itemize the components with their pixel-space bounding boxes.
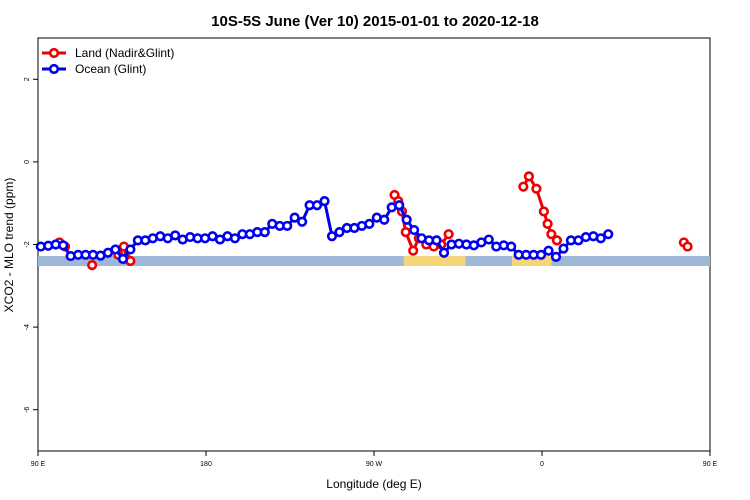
surface-segment-ocean xyxy=(38,256,404,267)
land-series-point xyxy=(682,241,693,252)
surface-type-bar xyxy=(38,256,710,267)
ocean-series-point xyxy=(506,241,517,252)
x-tick-label: 0 xyxy=(540,461,544,468)
land-series-point xyxy=(443,229,454,240)
land-series-point xyxy=(518,181,529,192)
land-series-point xyxy=(546,229,557,240)
surface-segment-land xyxy=(512,256,552,267)
ocean-series-point xyxy=(394,200,405,211)
ocean-series-point xyxy=(558,243,569,254)
y-tick-label: -4 xyxy=(24,324,31,330)
x-axis-label: Longitude (deg E) xyxy=(326,477,421,491)
ocean-series-point xyxy=(431,235,442,246)
ocean-series-point xyxy=(483,234,494,245)
x-tick-label: 180 xyxy=(200,461,212,468)
legend-swatch-marker xyxy=(48,63,60,75)
land-series-point xyxy=(523,171,535,182)
x-tick-label: 90 W xyxy=(366,461,383,468)
y-tick-label: -6 xyxy=(24,406,31,412)
ocean-series-point xyxy=(326,231,338,242)
ocean-series-point xyxy=(259,227,270,238)
ocean-series-point xyxy=(334,227,345,238)
legend: Land (Nadir&Glint) Ocean (Glint) xyxy=(42,46,174,76)
surface-segment-ocean xyxy=(551,256,710,267)
ocean-series-point xyxy=(289,212,300,223)
ocean-series-point xyxy=(595,233,606,244)
x-axis: 90 E 180 90 W 0 90 E xyxy=(31,451,718,468)
chart-title: 10S-5S June (Ver 10) 2015-01-01 to 2020-… xyxy=(211,13,539,30)
land-series-point xyxy=(542,218,553,229)
y-axis: 2 0 -2 -4 -6 xyxy=(24,77,38,413)
y-axis-label: XCO2 - MLO trend (ppm) xyxy=(2,178,16,313)
ocean-series-point xyxy=(603,229,614,240)
legend-swatch-marker xyxy=(48,47,60,59)
surface-segment-land xyxy=(403,256,466,267)
x-tick-label: 90 E xyxy=(31,461,46,468)
land-series-point xyxy=(400,227,411,238)
ocean-series-point xyxy=(125,244,136,255)
ocean-series-point xyxy=(170,230,181,241)
ocean-series-point xyxy=(319,196,330,207)
ocean-series-point xyxy=(117,253,129,265)
ocean-series-point xyxy=(364,218,375,229)
y-tick-label: -2 xyxy=(24,241,31,247)
ocean-series-point xyxy=(535,249,547,260)
land-series-point xyxy=(87,260,98,271)
ocean-series-point xyxy=(401,214,412,225)
ocean-series-point xyxy=(58,240,69,251)
ocean-series-point xyxy=(438,247,450,258)
y-tick-label: 2 xyxy=(24,77,31,81)
ocean-series-point xyxy=(550,251,562,262)
ocean-series-point xyxy=(110,244,121,255)
land-series-point xyxy=(551,235,563,246)
ocean-series-point xyxy=(229,233,241,244)
series-layer xyxy=(35,171,693,271)
ocean-series-point xyxy=(282,220,293,232)
land-series-point xyxy=(408,245,419,256)
ocean-series-point xyxy=(297,216,308,227)
legend-label: Ocean (Glint) xyxy=(75,62,146,76)
ocean-series-point xyxy=(311,200,323,211)
land-series-point xyxy=(538,206,549,217)
legend-label: Land (Nadir&Glint) xyxy=(75,46,174,60)
y-tick-label: 0 xyxy=(24,160,31,164)
land-series-point xyxy=(531,183,542,194)
ocean-series-point xyxy=(379,214,390,225)
surface-segment-ocean xyxy=(465,256,513,267)
ocean-series-point xyxy=(409,224,420,236)
ocean-series-point xyxy=(543,245,554,256)
x-tick-label: 90 E xyxy=(703,461,718,468)
